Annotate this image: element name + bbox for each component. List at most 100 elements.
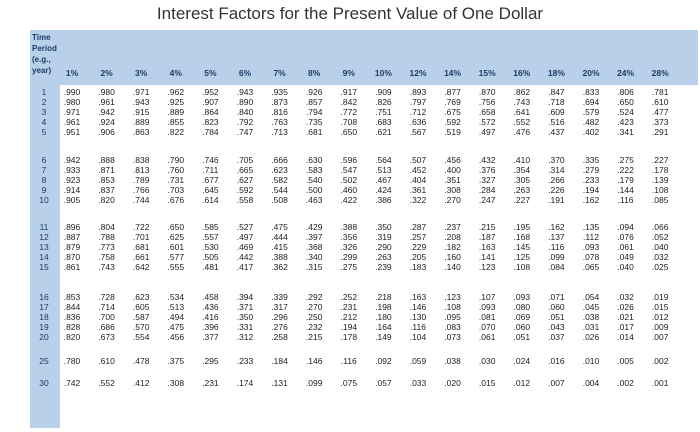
- factor-cell: .370: [548, 155, 565, 165]
- rate-header: 24%: [617, 68, 635, 78]
- rate-header: 12%: [409, 68, 427, 78]
- factor-cell: .614: [202, 195, 219, 205]
- factor-cell: .025: [651, 262, 669, 272]
- factor-cell: .388: [340, 222, 358, 232]
- factor-cell: .540: [305, 175, 323, 185]
- factor-cell: .747: [236, 127, 254, 137]
- factor-cell: .596: [340, 155, 358, 165]
- factor-cell: .009: [651, 322, 669, 332]
- factor-cell: .007: [651, 332, 669, 342]
- factor-cell: .961: [98, 97, 115, 107]
- factor-cell: .842: [340, 97, 358, 107]
- factor-cell: .579: [582, 107, 600, 117]
- factor-cell: .095: [444, 312, 461, 322]
- factor-cell: .045: [582, 302, 600, 312]
- factor-cell: .377: [202, 332, 219, 342]
- factor-cell: .314: [548, 165, 565, 175]
- factor-cell: .319: [375, 232, 392, 242]
- factor-cell: .943: [236, 87, 254, 97]
- factor-cell: .681: [132, 242, 150, 252]
- factor-cell: .060: [513, 322, 531, 332]
- factor-cell: .131: [271, 378, 288, 388]
- factor-cell: .376: [478, 165, 496, 175]
- factor-cell: .610: [651, 97, 669, 107]
- factor-cell: .168: [513, 232, 531, 242]
- factor-cell: .961: [63, 117, 81, 127]
- factor-cell: .065: [582, 262, 600, 272]
- factor-cell: .270: [305, 302, 323, 312]
- factor-cell: .073: [444, 332, 461, 342]
- factor-cell: .751: [375, 107, 392, 117]
- factor-cell: .032: [651, 252, 669, 262]
- factor-cell: .907: [202, 97, 219, 107]
- factor-cell: .335: [582, 155, 600, 165]
- factor-cell: .012: [513, 378, 531, 388]
- factor-cell: .816: [271, 107, 288, 117]
- factor-cell: .756: [478, 97, 496, 107]
- factor-cell: .116: [548, 242, 565, 252]
- year-label: 10: [39, 195, 49, 205]
- factor-cell: .040: [617, 262, 634, 272]
- factor-cell: .661: [132, 252, 150, 262]
- factor-cell: .416: [202, 312, 219, 322]
- factor-cell: .806: [617, 87, 634, 97]
- factor-cell: .444: [271, 232, 288, 242]
- factor-cell: .853: [63, 292, 81, 302]
- factor-cell: .758: [98, 252, 115, 262]
- factor-cell: .071: [548, 292, 565, 302]
- factor-cell: .194: [582, 185, 600, 195]
- factor-cell: .208: [444, 232, 461, 242]
- year-label: 12: [39, 232, 49, 242]
- factor-cell: .362: [271, 262, 288, 272]
- factor-cell: .641: [513, 107, 531, 117]
- factor-cell: .141: [478, 252, 496, 262]
- present-value-table: Time Period (e.g., year) 1% 2% 3% 4% 5% 6% 7% 8…: [30, 30, 698, 428]
- factor-cell: .665: [236, 165, 254, 175]
- factor-cell: .760: [167, 165, 185, 175]
- factor-cell: .085: [651, 195, 669, 205]
- factor-cell: .233: [582, 175, 600, 185]
- factor-cell: .178: [340, 332, 358, 342]
- factor-cell: .402: [582, 127, 600, 137]
- factor-cell: .112: [583, 232, 599, 242]
- factor-cell: .305: [513, 175, 531, 185]
- factor-cell: .266: [548, 175, 565, 185]
- factor-cell: .233: [236, 356, 254, 366]
- factor-cell: .790: [167, 155, 185, 165]
- factor-cell: .592: [444, 117, 461, 127]
- factor-cell: .060: [548, 302, 565, 312]
- factor-cell: .601: [167, 242, 185, 252]
- factor-cell: .356: [340, 232, 358, 242]
- factor-cell: .123: [478, 262, 496, 272]
- factor-cell: .339: [271, 292, 288, 302]
- factor-cell: .915: [132, 107, 150, 117]
- factor-cell: .410: [513, 155, 531, 165]
- factor-cell: .038: [444, 356, 461, 366]
- factor-cell: .400: [444, 165, 461, 175]
- stub-header-line: Time: [32, 33, 51, 42]
- factor-cell: .205: [409, 252, 427, 262]
- factor-cell: .061: [617, 242, 634, 252]
- factor-cell: .718: [548, 97, 565, 107]
- factor-cell: .149: [375, 332, 392, 342]
- factor-cell: .482: [582, 117, 600, 127]
- factor-cell: .331: [236, 322, 254, 332]
- factor-cell: .162: [548, 222, 565, 232]
- rate-header: 2%: [100, 68, 113, 78]
- factor-cell: .218: [375, 292, 392, 302]
- factor-cell: .833: [582, 87, 600, 97]
- year-label: 4: [41, 117, 47, 127]
- factor-cell: .326: [340, 242, 358, 252]
- factor-cell: .351: [444, 175, 461, 185]
- factor-cell: .198: [375, 302, 392, 312]
- factor-cell: .456: [167, 332, 185, 342]
- page-title: Interest Factors for the Present Value o…: [156, 4, 544, 23]
- factor-cell: .284: [478, 185, 496, 195]
- factor-cell: .650: [340, 127, 358, 137]
- factor-cell: .879: [63, 242, 81, 252]
- factor-cell: .222: [617, 165, 634, 175]
- factor-cell: .703: [167, 185, 185, 195]
- factor-cell: .026: [582, 332, 600, 342]
- factor-cell: .322: [409, 195, 427, 205]
- factor-cell: .054: [582, 292, 600, 302]
